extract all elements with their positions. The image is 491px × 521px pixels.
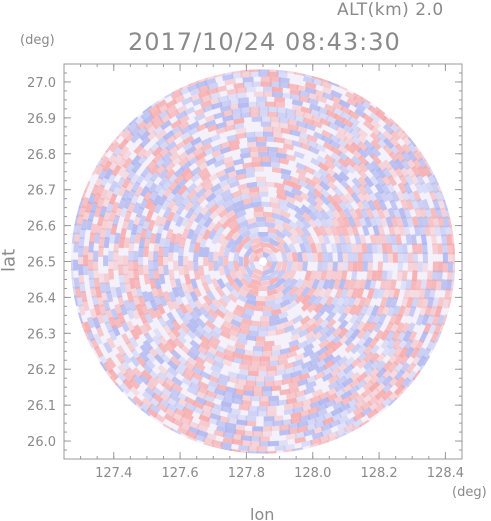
timestamp-title: 2017/10/24 08:43:30 [128,28,401,56]
radar-field [70,69,456,454]
altitude-label: ALT(km) 2.0 [337,0,444,20]
y-tick-label: 26.8 [27,148,56,163]
y-tick-label: 26.6 [27,220,56,235]
x-ticks: 127.4 127.6 127.8 128.0 128.2 128.4 [80,64,464,481]
y-tick-label: 26.3 [27,327,56,342]
x-tick-label: 127.4 [95,466,132,481]
y-tick-label: 26.7 [27,184,56,199]
y-unit-label: (deg) [20,33,55,48]
x-axis-label: lon [250,505,275,521]
x-tick-label: 128.4 [427,466,464,481]
x-tick-label: 128.0 [294,466,331,481]
x-unit-label: (deg) [452,485,487,500]
y-ticks: 26.0 26.1 26.2 26.3 26.4 26.5 26.6 26.7 26.8 26.9… [27,63,462,451]
x-tick-label: 127.6 [161,466,198,481]
y-tick-label: 26.9 [27,112,56,127]
y-tick-label: 26.1 [27,399,56,414]
x-tick-label: 127.8 [228,466,265,481]
y-tick-label: 26.5 [27,256,56,271]
y-tick-label: 26.4 [27,291,56,306]
x-tick-label: 128.2 [360,466,397,481]
y-tick-label: 27.0 [27,76,56,91]
y-tick-label: 26.0 [27,435,56,450]
y-tick-label: 26.2 [27,363,56,378]
